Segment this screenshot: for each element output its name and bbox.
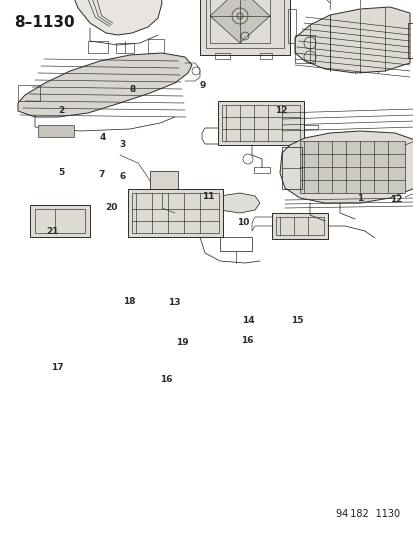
Text: 11: 11 — [201, 192, 214, 200]
Text: 3: 3 — [119, 141, 125, 149]
Polygon shape — [209, 0, 269, 43]
Text: 19: 19 — [176, 338, 188, 346]
Polygon shape — [18, 53, 192, 117]
Bar — [299, 141, 404, 193]
Text: 12: 12 — [275, 107, 287, 115]
Bar — [30, 205, 90, 237]
Bar — [18, 85, 40, 101]
Text: 16: 16 — [241, 336, 253, 344]
Bar — [147, 39, 164, 53]
Text: 13: 13 — [168, 298, 180, 307]
Polygon shape — [279, 131, 413, 203]
Text: 10: 10 — [237, 219, 249, 227]
Polygon shape — [294, 7, 409, 73]
Text: 16: 16 — [160, 375, 172, 384]
Bar — [219, 237, 252, 251]
Bar — [287, 9, 295, 43]
Text: 14: 14 — [242, 317, 254, 325]
Text: 21: 21 — [46, 227, 58, 236]
Bar — [254, 167, 269, 173]
Bar — [88, 41, 108, 53]
Bar — [221, 105, 299, 141]
Bar — [407, 23, 413, 58]
Text: 15: 15 — [290, 317, 303, 325]
Bar — [218, 101, 303, 145]
Bar — [199, 0, 289, 55]
Bar — [294, 35, 314, 63]
Text: 20: 20 — [104, 204, 117, 212]
Text: 7: 7 — [98, 171, 104, 179]
Text: 9: 9 — [199, 81, 206, 90]
Polygon shape — [68, 0, 161, 35]
Text: 17: 17 — [51, 364, 63, 372]
Bar — [271, 213, 327, 239]
Bar — [281, 147, 301, 189]
Text: 18: 18 — [123, 297, 135, 305]
Bar — [209, 0, 269, 43]
Text: 1: 1 — [356, 194, 363, 203]
Text: 5: 5 — [58, 168, 64, 177]
Bar — [259, 53, 271, 59]
Bar — [214, 53, 230, 59]
Bar — [275, 217, 323, 235]
Text: 2: 2 — [58, 107, 64, 115]
Bar — [38, 125, 74, 137]
Bar — [116, 43, 134, 53]
Text: 12: 12 — [389, 195, 402, 204]
Bar — [132, 193, 218, 233]
Bar — [150, 171, 178, 193]
Text: 8–1130: 8–1130 — [14, 15, 74, 30]
Bar — [35, 209, 85, 233]
Text: 94 182  1130: 94 182 1130 — [335, 509, 399, 519]
Text: 8: 8 — [129, 85, 135, 94]
Text: 6: 6 — [119, 173, 126, 181]
Bar — [206, 0, 283, 48]
Polygon shape — [206, 193, 259, 213]
Bar — [128, 189, 223, 237]
Text: 4: 4 — [99, 133, 106, 142]
